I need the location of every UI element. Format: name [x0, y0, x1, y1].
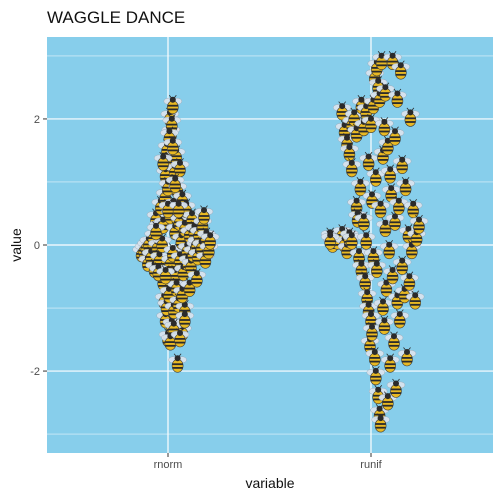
bee-point	[187, 268, 207, 288]
bee-point	[371, 413, 390, 433]
bee-point	[320, 230, 340, 250]
axes: 2 0 -2 rnorm runif	[30, 114, 382, 471]
bee-point	[401, 107, 420, 127]
y-tick-label: 0	[34, 240, 40, 252]
bee-point	[373, 296, 393, 316]
bee-point	[392, 255, 412, 275]
bee-point	[376, 82, 395, 102]
bee-point	[356, 230, 376, 250]
bee-point	[391, 60, 411, 80]
bee-point	[332, 101, 352, 121]
bee-point	[366, 167, 386, 187]
bee-point	[168, 353, 187, 373]
bee-point	[340, 142, 359, 162]
bee-point	[397, 347, 417, 367]
bee-point	[169, 199, 188, 219]
bee-point	[365, 347, 385, 367]
bee-point	[194, 205, 214, 225]
bee-point	[359, 151, 378, 171]
x-tick-label: rnorm	[154, 459, 183, 471]
chart-title: WAGGLE DANCE	[47, 8, 186, 27]
bee-point	[368, 385, 388, 405]
bee-point	[170, 328, 190, 348]
bee-point	[380, 353, 400, 373]
bee-point	[381, 183, 401, 203]
bee-point	[351, 177, 370, 197]
bee-point	[175, 309, 195, 329]
bee-point	[375, 117, 394, 137]
bee-point	[355, 271, 375, 291]
data-points	[132, 50, 429, 433]
bee-point	[366, 366, 386, 386]
bee-point	[342, 158, 362, 178]
bee-point	[396, 177, 415, 197]
bee-point	[380, 164, 400, 184]
bee-point	[364, 246, 383, 266]
bee-point	[361, 113, 381, 133]
bee-point	[392, 154, 412, 174]
bee-point	[390, 309, 410, 329]
bee-point	[371, 199, 390, 219]
x-axis-title: variable	[245, 475, 294, 491]
bee-point	[385, 211, 405, 231]
bee-point	[403, 199, 423, 219]
y-tick-label: 2	[34, 114, 40, 126]
bee-point	[163, 136, 183, 156]
bee-point	[409, 214, 429, 234]
bee-point	[165, 173, 185, 193]
y-axis-title: value	[8, 228, 24, 262]
bee-point	[153, 151, 173, 171]
bee-point	[362, 321, 382, 342]
x-tick-label: runif	[360, 459, 382, 471]
bee-point	[163, 95, 183, 115]
bee-point	[146, 221, 166, 241]
bee-point	[379, 240, 399, 260]
bee-point	[386, 378, 406, 398]
bee-point	[405, 290, 425, 310]
bee-point	[384, 331, 404, 351]
bee-point	[156, 265, 175, 285]
bee-point	[347, 195, 366, 215]
bee-point	[367, 258, 387, 279]
y-tick-label: -2	[30, 366, 40, 378]
bee-point	[200, 230, 220, 250]
bee-point	[372, 50, 391, 71]
bee-point	[388, 88, 407, 108]
bee-point	[375, 315, 394, 335]
bee-point	[170, 158, 190, 178]
bee-point	[400, 271, 419, 291]
bee-point	[354, 211, 374, 231]
